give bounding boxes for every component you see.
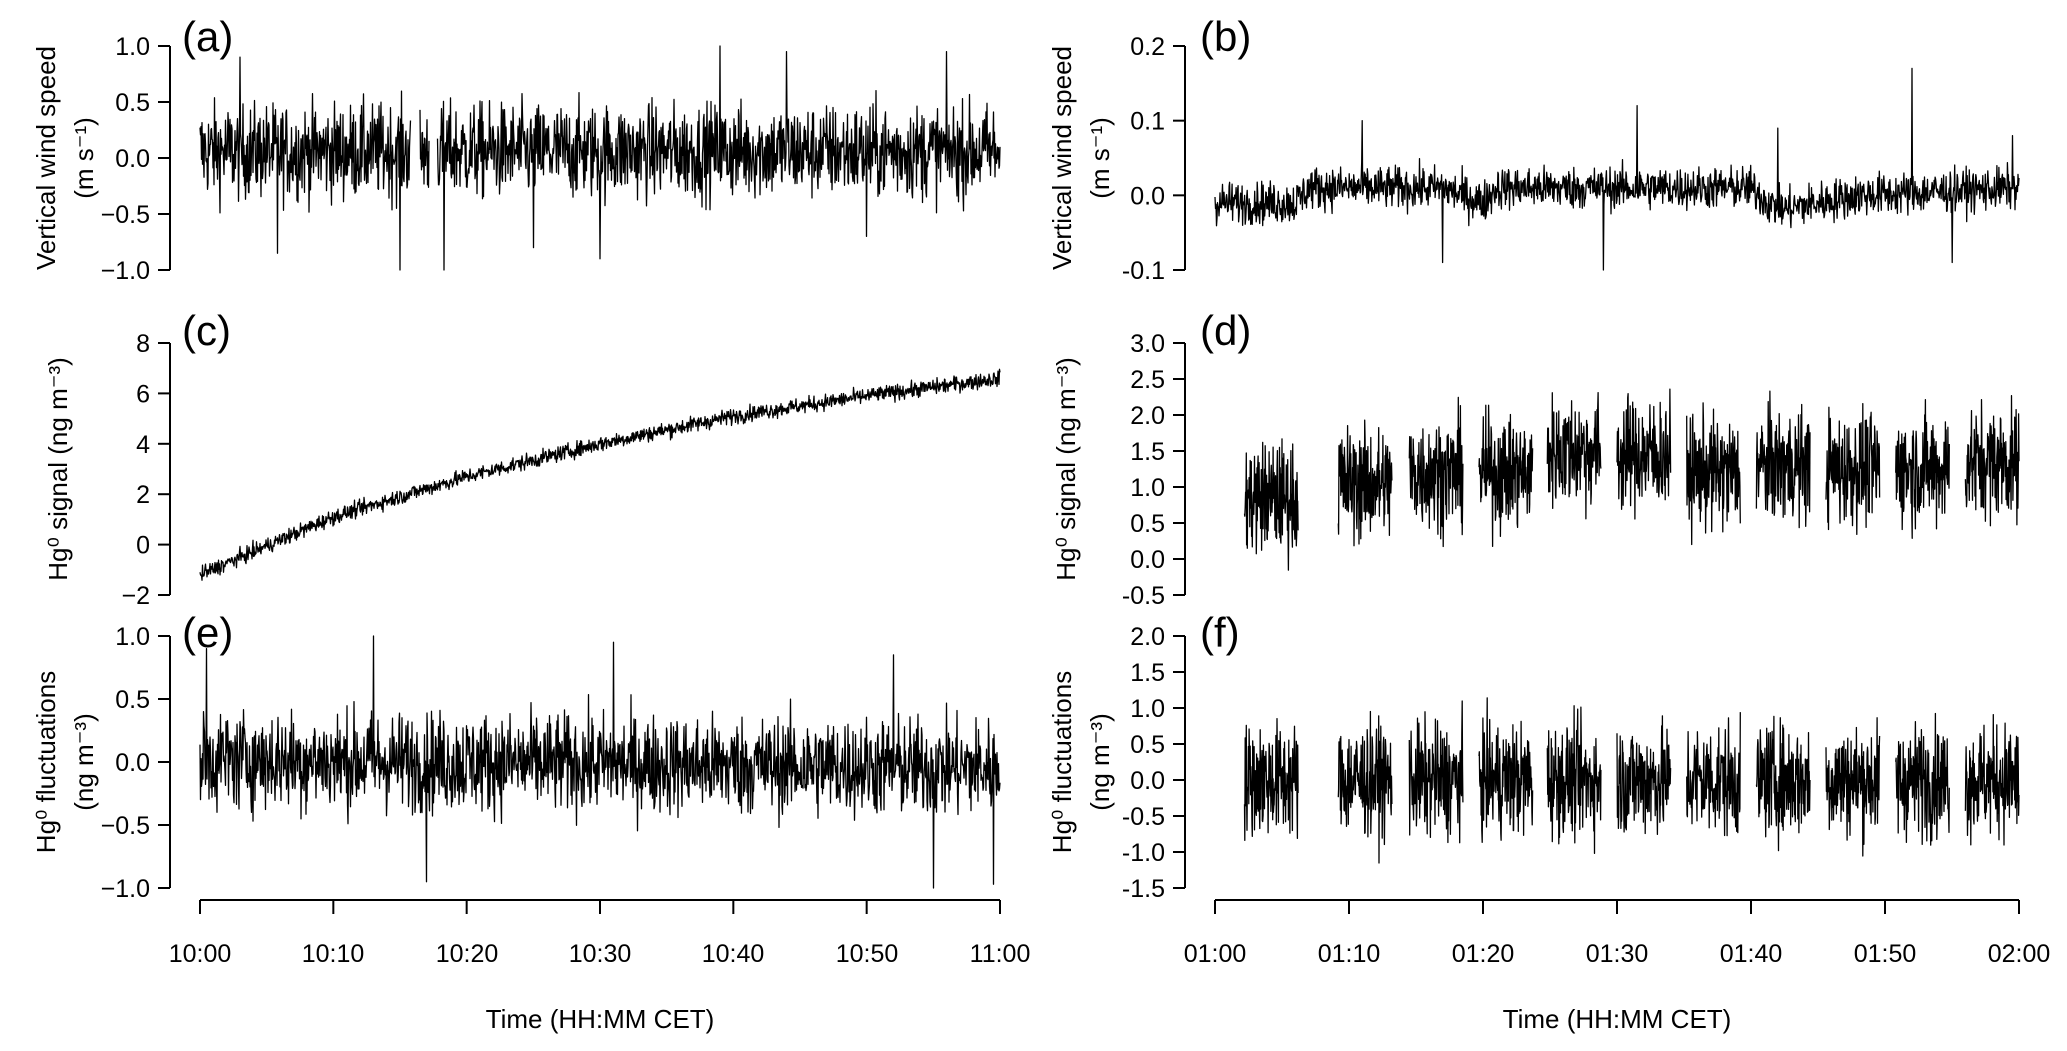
x-tick-label: 01:10 bbox=[1318, 940, 1381, 968]
panel-label: (b) bbox=[1200, 13, 1251, 60]
y-axis-label: (m s⁻¹) bbox=[69, 117, 99, 199]
panel-d: -0.5 0.0 0.5 1.0 1.5 2.0 2.5 3.0 Hg⁰ signal (ng … bbox=[1051, 307, 2020, 610]
y-tick-label: -0.5 bbox=[1122, 582, 1165, 610]
y-tick-label: 1.5 bbox=[1130, 659, 1165, 687]
y-axis-label: Vertical wind speed bbox=[31, 46, 61, 270]
y-tick-label: -0.1 bbox=[1122, 257, 1165, 285]
y-tick-label: 2.0 bbox=[1130, 623, 1165, 651]
panel-label: (a) bbox=[182, 13, 233, 60]
y-tick-label: −1.0 bbox=[101, 257, 150, 285]
y-tick-label: −0.5 bbox=[101, 201, 150, 229]
x-tick-label: 10:10 bbox=[302, 940, 365, 968]
x-tick-label: 01:00 bbox=[1184, 940, 1247, 968]
y-tick-label: -1.0 bbox=[1122, 839, 1165, 867]
series-line bbox=[199, 635, 1001, 889]
y-axis-label: Hg⁰ signal (ng m⁻³) bbox=[43, 357, 73, 581]
panel-a: −1.0 −0.5 0.0 0.5 1.0 Vertical wind speed (m s… bbox=[31, 13, 1001, 285]
y-tick-label: 1.0 bbox=[1130, 695, 1165, 723]
y-axis-label: (m s⁻¹) bbox=[1085, 117, 1115, 199]
series-line bbox=[1214, 67, 2020, 271]
panel-label: (d) bbox=[1200, 307, 1251, 354]
series-line bbox=[199, 368, 1001, 581]
y-axis-label: Hg⁰ fluctuations bbox=[31, 671, 61, 853]
y-tick-label: 1.0 bbox=[115, 33, 150, 61]
panel-label: (e) bbox=[182, 609, 233, 656]
y-tick-label: 2.0 bbox=[1130, 402, 1165, 430]
y-axis-label: Vertical wind speed bbox=[1047, 46, 1077, 270]
y-tick-label: 0.1 bbox=[1130, 108, 1165, 136]
y-tick-label: 4 bbox=[136, 431, 150, 459]
y-axis-label: Hg⁰ fluctuations bbox=[1047, 671, 1077, 853]
y-tick-label: 0.0 bbox=[1130, 182, 1165, 210]
panel-f: -1.5 -1.0 -0.5 0.0 0.5 1.0 1.5 2.0 Hg⁰ fluctuati… bbox=[1047, 609, 2020, 903]
x-axis-label: Time (HH:MM CET) bbox=[1503, 1004, 1732, 1034]
y-tick-label: -0.5 bbox=[1122, 803, 1165, 831]
y-tick-label: 6 bbox=[136, 380, 150, 408]
y-tick-label: 8 bbox=[136, 330, 150, 358]
y-tick-label: 1.5 bbox=[1130, 438, 1165, 466]
x-axis-ticks-right bbox=[1214, 899, 2020, 914]
x-tick-label: 11:00 bbox=[970, 940, 1031, 968]
x-tick-label: 02:00 bbox=[1988, 940, 2051, 968]
y-tick-label: −2 bbox=[121, 582, 150, 610]
y-tick-label: 0.5 bbox=[115, 89, 150, 117]
y-tick-label: 0.0 bbox=[1130, 767, 1165, 795]
y-tick-label: -1.5 bbox=[1122, 875, 1165, 903]
y-tick-label: 0.0 bbox=[1130, 546, 1165, 574]
x-tick-label: 10:00 bbox=[169, 940, 232, 968]
y-tick-label: 3.0 bbox=[1130, 330, 1165, 358]
x-tick-label: 10:50 bbox=[836, 940, 899, 968]
y-tick-label: 1.0 bbox=[1130, 474, 1165, 502]
panel-e: −1.0 −0.5 0.0 0.5 1.0 Hg⁰ fluctuations (ng m⁻³… bbox=[31, 609, 1001, 903]
y-tick-label: 0.0 bbox=[115, 749, 150, 777]
x-tick-label: 10:40 bbox=[702, 940, 765, 968]
y-tick-label: 2.5 bbox=[1130, 366, 1165, 394]
y-tick-label: 0.0 bbox=[115, 145, 150, 173]
y-tick-label: 0.2 bbox=[1130, 33, 1165, 61]
y-tick-label: 1.0 bbox=[115, 623, 150, 651]
x-axis-right: 01:00 01:10 01:20 01:30 01:40 01:50 02:0… bbox=[1184, 940, 2051, 1034]
y-tick-label: 0.5 bbox=[1130, 731, 1165, 759]
x-tick-label: 01:30 bbox=[1586, 940, 1649, 968]
y-tick-label: −1.0 bbox=[101, 875, 150, 903]
series-line bbox=[199, 45, 1001, 271]
y-tick-label: 0.5 bbox=[1130, 510, 1165, 538]
y-tick-label: −0.5 bbox=[101, 812, 150, 840]
panel-label: (c) bbox=[182, 307, 231, 354]
x-axis-ticks-left bbox=[199, 899, 1001, 914]
x-tick-label: 01:50 bbox=[1854, 940, 1917, 968]
panel-b: -0.1 0.0 0.1 0.2 Vertical wind speed (m s⁻¹) (… bbox=[1047, 13, 2020, 285]
series-line bbox=[1243, 388, 2020, 571]
y-tick-label: 2 bbox=[136, 481, 150, 509]
y-tick-label: 0 bbox=[136, 532, 150, 560]
y-axis-label: (ng m⁻³) bbox=[69, 713, 99, 811]
panel-label: (f) bbox=[1200, 609, 1240, 656]
series-line bbox=[1243, 697, 2020, 864]
y-axis-label: (ng m⁻³) bbox=[1085, 713, 1115, 811]
panel-c: −2 0 2 4 6 8 Hg⁰ signal (ng m⁻³) (c) bbox=[43, 307, 1001, 610]
x-tick-label: 01:20 bbox=[1452, 940, 1515, 968]
x-axis-left: 10:00 10:10 10:20 10:30 10:40 10:50 11:0… bbox=[169, 940, 1031, 1034]
x-tick-label: 01:40 bbox=[1720, 940, 1783, 968]
y-tick-label: 0.5 bbox=[115, 686, 150, 714]
x-axis-label: Time (HH:MM CET) bbox=[486, 1004, 715, 1034]
y-axis-label: Hg⁰ signal (ng m⁻³) bbox=[1051, 357, 1081, 581]
x-tick-label: 10:30 bbox=[569, 940, 632, 968]
plot-layer: −1.0 −0.5 0.0 0.5 1.0 Vertical wind speed (m s… bbox=[31, 13, 2020, 914]
x-tick-label: 10:20 bbox=[436, 940, 499, 968]
